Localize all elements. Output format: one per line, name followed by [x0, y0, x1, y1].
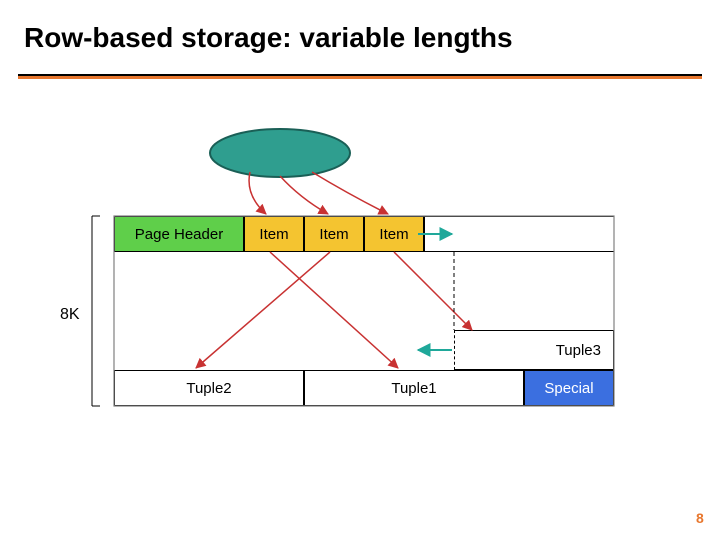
diagram-overlay [0, 0, 720, 540]
cell-item1: Item [244, 216, 304, 252]
cell-page_header: Page Header [114, 216, 244, 252]
cell-special: Special [524, 370, 614, 406]
cell-tuple1: Tuple1 [304, 370, 524, 406]
cell-tuple2: Tuple2 [114, 370, 304, 406]
page-number: 8 [696, 510, 704, 526]
size-label: 8K [60, 306, 80, 324]
title-underline [18, 74, 702, 79]
cell-tuple3: Tuple3 [454, 330, 614, 370]
cell-item3: Item [364, 216, 424, 252]
indexes-label: Indexes [245, 144, 315, 162]
cell-gap_top [424, 216, 614, 252]
cell-item2: Item [304, 216, 364, 252]
slide-title: Row-based storage: variable lengths [24, 22, 513, 54]
